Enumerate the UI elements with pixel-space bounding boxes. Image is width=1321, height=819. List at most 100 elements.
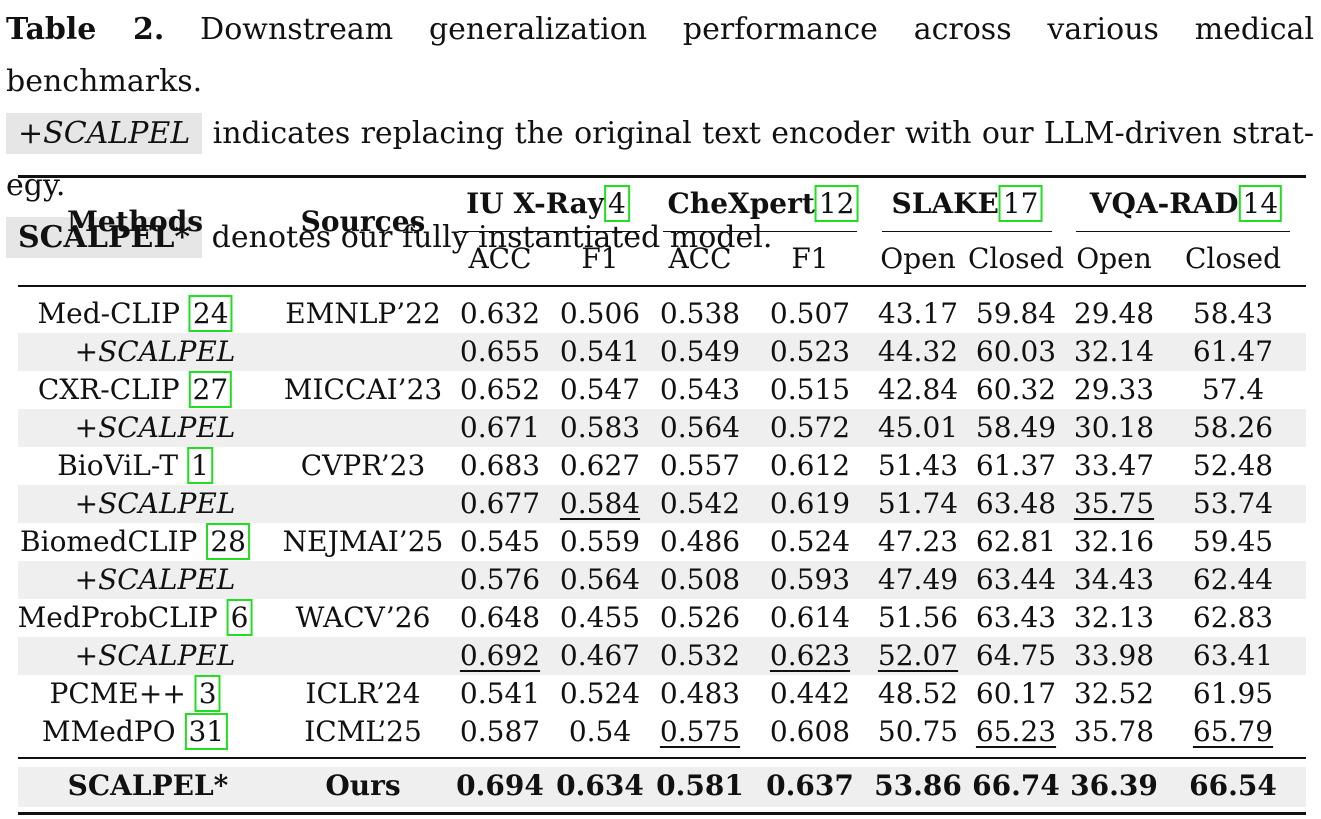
final-source: Ours [325,769,401,802]
citation-link[interactable]: 12 [814,185,859,222]
table-cell: 60.32 [975,373,1057,406]
method-label: +SCALPEL [74,563,236,596]
table-cell: 64.75 [975,639,1057,672]
table-cell: 58.26 [1192,411,1274,444]
table-cell: 62.81 [975,525,1057,558]
table-cell: 0.532 [659,639,741,672]
citation-link[interactable]: 3 [194,675,221,712]
table-cell: 51.56 [877,601,959,634]
group-underline [458,231,640,232]
table-cell: 0.608 [769,715,851,748]
caption-text-2: indicates replacing the original text en… [6,116,1314,203]
citation-link[interactable]: 14 [1238,185,1283,222]
table-cell: 0.655 [459,335,541,368]
final-cell: 66.74 [972,769,1060,802]
scalpel-variant-label: +SCALPEL [75,561,236,599]
table-cell: 61.47 [1192,335,1274,368]
table-cell: 0.483 [659,677,741,710]
table-cell: 48.52 [877,677,959,710]
source-venue: NEJMAI’25 [282,525,444,558]
table-cell: 0.547 [559,373,641,406]
table-cell: 0.526 [659,601,741,634]
table-cell: 0.593 [769,563,851,596]
source-venue: CVPR’23 [300,449,426,482]
table-cell: 0.557 [659,449,741,482]
source-venue: EMNLP’22 [285,297,441,330]
table-cell: 61.95 [1192,677,1274,710]
table-cell: 0.467 [559,639,641,672]
table-cell: 0.524 [559,677,641,710]
method-name: MedProbCLIP 6 [18,599,253,637]
citation-link[interactable]: 24 [188,295,233,332]
citation-link[interactable]: 17 [998,185,1043,222]
header-subcol-closed: Closed [967,242,1065,275]
table-cell: 0.506 [559,297,641,330]
table-cell: 51.74 [877,487,959,520]
table-cell: 0.583 [559,411,641,444]
final-cell: 53.86 [874,769,962,802]
header-subcol-acc: ACC [668,242,732,275]
table-cell: 0.627 [559,449,641,482]
citation-link[interactable]: 1 [186,447,213,484]
citation-link[interactable]: 27 [188,371,233,408]
table-cell: 0.54 [568,715,632,748]
citation-link[interactable]: 4 [604,185,630,222]
table-cell: 32.13 [1073,601,1155,634]
group-underline [882,231,1052,232]
table-cell: 62.44 [1192,563,1274,596]
scalpel-variant-label: +SCALPEL [75,409,236,447]
caption-text-3: denotes our fully instantiated model. [202,220,773,255]
method-label: +SCALPEL [74,639,236,672]
final-method-name: SCALPEL* [67,769,229,802]
citation-link[interactable]: 28 [206,523,250,560]
table-cell: 63.41 [1192,639,1274,672]
table-cell: 65.79 [1192,715,1274,748]
caption-text-1: Downstream generalization performance ac… [6,12,1314,99]
scalpel-variant-label: +SCALPEL [75,485,236,523]
row-shade [18,637,1306,675]
method-name: BioViL-T 1 [57,447,213,485]
table-cell: 0.612 [769,449,851,482]
table-cell: 0.541 [459,677,541,710]
header-subcol-closed: Closed [1184,242,1282,275]
method-label: +SCALPEL [74,411,236,444]
table-cell: 58.49 [975,411,1057,444]
table-cell: 0.541 [559,335,641,368]
table-cell: 0.692 [459,639,541,672]
table-cell: 58.43 [1192,297,1274,330]
citation-link[interactable]: 31 [184,713,229,750]
table-cell: 33.98 [1073,639,1155,672]
table-cell: 29.48 [1073,297,1155,330]
table-cell: 0.442 [769,677,851,710]
method-label: +SCALPEL [74,487,236,520]
table-cell: 0.652 [459,373,541,406]
method-label: MedProbCLIP [17,601,218,634]
table-cell: 32.16 [1073,525,1155,558]
table-cell: 60.03 [975,335,1057,368]
final-cell: 66.54 [1189,769,1277,802]
table-cell: 0.564 [559,563,641,596]
citation-link[interactable]: 6 [226,599,253,636]
table-cell: 0.545 [459,525,541,558]
table-cell: 0.623 [769,639,851,672]
caption-model-tag: SCALPEL* [6,217,203,258]
group-name: IU X-Ray [466,187,605,220]
table-cell: 0.486 [659,525,741,558]
scalpel-variant-label: +SCALPEL [75,333,236,371]
method-label: Med-CLIP [37,297,180,330]
table-cell: 45.01 [877,411,959,444]
header-subcol-acc: ACC [468,242,532,275]
table-cell: 0.584 [559,487,641,520]
table-cell: 0.564 [659,411,741,444]
table-cell: 32.14 [1073,335,1155,368]
caption-label: Table 2. [6,12,165,47]
table-cell: 0.677 [459,487,541,520]
header-group-slake: SLAKE 17 [892,185,1043,223]
source-venue: ICML’25 [304,715,422,748]
top-rule [18,175,1306,178]
header-group-chexpert: CheXpert 12 [668,185,859,223]
table-cell: 30.18 [1073,411,1155,444]
method-label: CXR-CLIP [37,373,180,406]
mid-rule [18,757,1306,759]
table-cell: 0.619 [769,487,851,520]
